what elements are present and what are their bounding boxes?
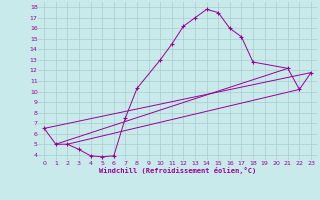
X-axis label: Windchill (Refroidissement éolien,°C): Windchill (Refroidissement éolien,°C) (99, 167, 256, 174)
